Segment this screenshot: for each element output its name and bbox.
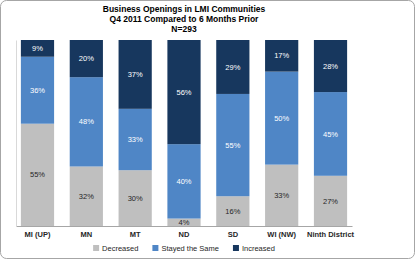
data-label: 36% <box>30 86 45 95</box>
bars <box>21 40 347 226</box>
bar-segment <box>21 124 54 226</box>
legend-label: Decreased <box>102 244 138 253</box>
x-tick-label: Ninth District <box>307 230 355 239</box>
data-label: 32% <box>79 192 94 201</box>
data-label: 16% <box>225 207 240 216</box>
data-label: 4% <box>179 218 190 227</box>
bar-segment <box>119 170 152 226</box>
bar-segment <box>167 40 200 144</box>
bar-segment <box>70 77 103 166</box>
data-label: 29% <box>225 63 240 72</box>
data-label: 17% <box>274 51 289 60</box>
legend-item: Decreased <box>93 244 138 253</box>
bar-segment <box>314 92 347 176</box>
data-label: 55% <box>30 170 45 179</box>
data-label: 40% <box>176 177 191 186</box>
title: Business Openings in LMI Communities <box>103 4 266 14</box>
data-label: 33% <box>274 191 289 200</box>
legend-label: Stayed the Same <box>161 244 219 253</box>
legend-label: Increased <box>242 244 275 253</box>
legend-item: Stayed the Same <box>152 244 219 253</box>
bar-segment <box>21 40 54 57</box>
bar-segment <box>119 109 152 170</box>
bar-segment <box>265 165 298 226</box>
x-tick-label: ND <box>179 230 190 239</box>
bar-segment <box>216 94 249 196</box>
data-label: 50% <box>274 114 289 123</box>
data-label: 9% <box>32 44 43 53</box>
bar-segment <box>216 40 249 94</box>
bar-segment <box>314 176 347 226</box>
x-tick-label: MI (UP) <box>25 230 51 239</box>
x-tick: MT <box>130 226 141 239</box>
bar-segment <box>265 40 298 72</box>
bar-segment <box>216 196 249 226</box>
bar-segment <box>119 40 152 109</box>
x-tick: ND <box>179 226 190 239</box>
x-tick-label: MN <box>80 230 92 239</box>
legend-item: Increased <box>233 244 275 253</box>
x-tick-label: SD <box>228 230 239 239</box>
legend-swatch <box>152 245 158 251</box>
bar-segment <box>167 219 200 226</box>
data-label: 55% <box>225 141 240 150</box>
bar-segment <box>70 40 103 77</box>
data-label: 56% <box>176 88 191 97</box>
legend: Decreased Stayed the Same Increased <box>93 244 275 253</box>
data-label: 45% <box>323 130 338 139</box>
x-tick-label: MT <box>130 230 141 239</box>
x-tick: MN <box>80 226 92 239</box>
data-label: 37% <box>128 70 143 79</box>
chart-frame <box>1 1 415 259</box>
x-tick: Ninth District <box>307 226 355 239</box>
bar-segment <box>314 40 347 92</box>
x-axis-line <box>17 226 353 227</box>
annotation: N=293 <box>171 24 197 34</box>
bar-segment <box>70 166 103 226</box>
data-label: 33% <box>128 135 143 144</box>
data-label: 30% <box>128 194 143 203</box>
data-label: 20% <box>79 54 94 63</box>
y-axis-line <box>16 41 17 227</box>
data-label: 48% <box>79 117 94 126</box>
legend-swatch <box>233 245 239 251</box>
data-labels: 55% 32% 30% 4% 16% 33% 27% 36% 48% 33% 40% 55% 50% 45… <box>30 44 338 227</box>
legend-swatch <box>93 245 99 251</box>
bar-segment <box>21 57 54 124</box>
data-label: 28% <box>323 62 338 71</box>
x-axis: MI (UP) MN MT ND SD WI (NW) Ninth District <box>17 226 355 239</box>
data-label: 27% <box>323 197 338 206</box>
bar-segment <box>167 144 200 218</box>
x-tick: MI (UP) <box>25 226 51 239</box>
x-tick: WI (NW) <box>267 226 296 239</box>
x-tick: SD <box>228 226 239 239</box>
subtitle: Q4 2011 Compared to 6 Months Prior <box>110 14 259 24</box>
chart: Business Openings in LMI CommunitiesQ4 2… <box>0 0 415 259</box>
bar-segment <box>265 72 298 165</box>
x-tick-label: WI (NW) <box>267 230 296 239</box>
y-axis <box>16 41 17 227</box>
